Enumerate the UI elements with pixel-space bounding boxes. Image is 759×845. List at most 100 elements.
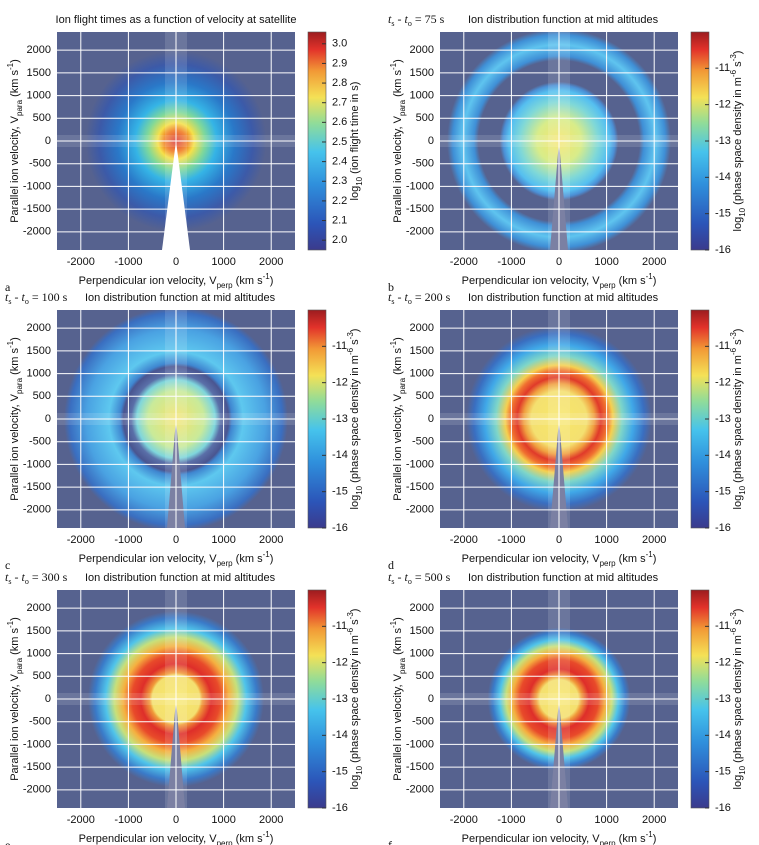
x-axis-label-part: -1 <box>646 830 654 839</box>
y-axis-label-part: ) <box>392 337 404 341</box>
y-tick-label: -1000 <box>406 180 434 192</box>
colorbar-label-part: log <box>349 186 361 201</box>
y-axis-label: Parallel ion velocity, Vpara (km s-1) <box>389 59 407 223</box>
panel-title: Ion flight times as a function of veloci… <box>56 14 297 26</box>
x-axis-label-part: perp <box>600 281 617 290</box>
y-axis-label-part: -1 <box>389 62 398 70</box>
x-axis-label-part: ) <box>653 833 657 845</box>
x-tick-label: 1000 <box>211 534 235 546</box>
x-tick-label: 1000 <box>594 534 618 546</box>
colorbar-label-part: (phase space density in m <box>732 355 744 486</box>
colorbar-tick-label: -15 <box>332 766 348 778</box>
y-axis-label-part: -1 <box>6 62 15 70</box>
colorbar-label-part: log <box>732 775 744 790</box>
colorbar-tick-label: 2.8 <box>332 77 347 89</box>
x-tick-label: -2000 <box>67 814 95 826</box>
time-label-part: o <box>408 19 412 28</box>
colorbar-label-part: ) <box>732 609 744 613</box>
colorbar-tick-label: -15 <box>715 766 731 778</box>
panel-letter: d <box>388 558 394 572</box>
colorbar-label: log10 (phase space density in m-6 s-3) <box>729 51 747 232</box>
time-label: ts - to = 100 s <box>5 290 68 307</box>
x-axis-label-part: (km s <box>233 833 263 845</box>
colorbar-label-part: ) <box>349 609 361 613</box>
time-label-part: t <box>5 290 9 304</box>
time-label: ts - to = 300 s <box>5 570 68 587</box>
y-tick-label: -1000 <box>406 738 434 750</box>
colorbar-label-part: log <box>732 495 744 510</box>
y-axis-label-part: Parallel ion velocity, V <box>392 673 404 780</box>
time-label-part: o <box>408 297 412 306</box>
panel-letter: c <box>5 558 10 572</box>
colorbar-label-part: s <box>732 619 744 628</box>
colorbar-label-part: ) <box>732 329 744 333</box>
y-tick-label: 2000 <box>27 322 51 334</box>
panel-title: Ion distribution function at mid altitud… <box>85 572 276 584</box>
y-tick-label: -1500 <box>23 761 51 773</box>
colorbar-tick-label: -15 <box>715 208 731 220</box>
time-label-part: t <box>404 570 408 584</box>
colorbar-label-part: (phase space density in m <box>349 635 361 766</box>
y-axis-label-part: (km s <box>9 70 21 100</box>
x-axis-label-part: ) <box>653 275 657 287</box>
x-axis-label-part: ) <box>270 553 274 565</box>
colorbar-tick-label: 2.0 <box>332 234 347 246</box>
colorbar-label-part: -6 <box>729 627 738 635</box>
y-tick-label: -2000 <box>23 784 51 796</box>
colorbar-tick-label: 3.0 <box>332 38 347 50</box>
colorbar-tick-label: 2.1 <box>332 214 347 226</box>
colorbar-label-part: (phase space density in m <box>732 77 744 208</box>
colorbar-label-part: -3 <box>729 612 738 620</box>
time-label-part: o <box>408 577 412 586</box>
colorbar-label-part: log <box>349 775 361 790</box>
x-axis-label-part: (km s <box>616 833 646 845</box>
x-tick-label: 1000 <box>211 814 235 826</box>
x-axis-label-part: (km s <box>616 275 646 287</box>
colorbar-tick-label: -11 <box>715 340 730 352</box>
colorbar-label-part: (phase space density in m <box>732 635 744 766</box>
y-axis-label-part: Parallel ion velocity, V <box>9 393 21 500</box>
y-tick-label: 1000 <box>410 367 434 379</box>
x-axis-label-part: Perpendicular ion velocity, V <box>462 553 601 565</box>
y-axis-label: Parallel ion velocity, Vpara (km s-1) <box>6 337 24 501</box>
colorbar <box>307 31 327 251</box>
time-label-part: o <box>25 297 29 306</box>
y-axis-label-part: (km s <box>392 628 404 658</box>
x-axis-label-part: perp <box>217 281 234 290</box>
colorbar-label-part: -3 <box>729 332 738 340</box>
colorbar-tick-label: -16 <box>332 522 348 534</box>
y-tick-label: -1500 <box>23 481 51 493</box>
colorbar-label-part: s <box>732 339 744 348</box>
panel-letter: f <box>388 838 392 845</box>
time-label-part: = 75 s <box>412 12 445 26</box>
y-axis-label-part: ) <box>392 59 404 63</box>
y-tick-label: 0 <box>428 413 434 425</box>
y-axis-label-part: -1 <box>6 620 15 628</box>
y-tick-label: 500 <box>33 390 51 402</box>
y-tick-label: -1500 <box>23 203 51 215</box>
y-axis-label-part: (km s <box>392 70 404 100</box>
x-tick-label: 2000 <box>259 534 283 546</box>
y-axis-label-part: Parallel ion velocity, V <box>9 115 21 222</box>
y-tick-label: 1000 <box>27 647 51 659</box>
colorbar-label-part: (phase space density in m <box>349 355 361 486</box>
y-tick-label: -1000 <box>23 738 51 750</box>
y-tick-label: -500 <box>412 716 434 728</box>
time-label-part: - <box>11 570 21 584</box>
y-axis-label-part: Parallel ion velocity, V <box>392 115 404 222</box>
y-tick-label: -500 <box>412 436 434 448</box>
colorbar-tick-label: 2.3 <box>332 175 347 187</box>
colorbar-tick-label: -12 <box>332 377 348 389</box>
time-label-part: = 500 s <box>412 570 451 584</box>
y-tick-label: 0 <box>428 135 434 147</box>
y-tick-label: 1500 <box>27 625 51 637</box>
y-axis-label-part: Parallel ion velocity, V <box>392 393 404 500</box>
y-tick-label: 500 <box>416 112 434 124</box>
colorbar-tick-label: -13 <box>715 135 731 147</box>
panel-title: Ion distribution function at mid altitud… <box>468 292 659 304</box>
y-tick-label: 1500 <box>410 67 434 79</box>
x-tick-label: 1000 <box>594 814 618 826</box>
y-tick-label: 2000 <box>27 602 51 614</box>
time-label-part: o <box>25 577 29 586</box>
y-tick-label: 0 <box>45 693 51 705</box>
